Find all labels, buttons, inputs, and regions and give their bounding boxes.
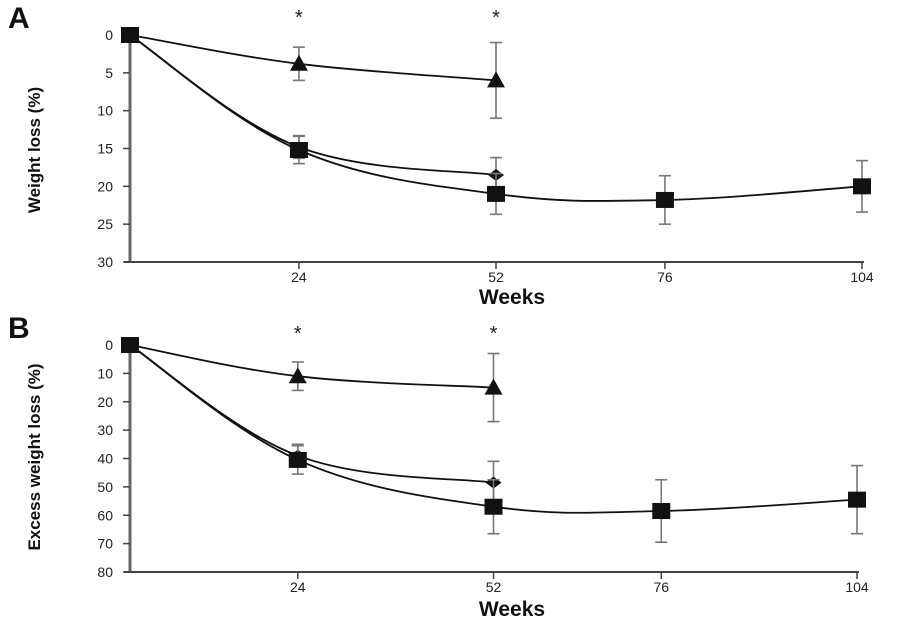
y-tick-label: 50: [97, 479, 113, 495]
y-tick-label: 0: [105, 27, 113, 43]
y-tick-label: 25: [97, 216, 113, 232]
series-diamond: [121, 27, 504, 194]
data-point-triangle: [487, 71, 505, 88]
annotations: * *: [294, 323, 498, 345]
y-tick-label: 20: [97, 394, 113, 410]
data-point-square: [484, 498, 503, 515]
data-point-square: [487, 185, 505, 202]
y-tick-label: 15: [97, 141, 113, 157]
data-point-square: [655, 191, 674, 208]
series-square: [121, 27, 871, 225]
series-triangle: [121, 337, 503, 423]
x-tick-label: 104: [845, 579, 869, 595]
data-point-triangle: [289, 54, 308, 71]
panel-b: B Excess weight loss (%) Weeks 0 10 20 30 40…: [8, 312, 869, 621]
y-axis-label: Weight loss (%): [25, 87, 44, 213]
data-point-square: [853, 178, 871, 195]
panel-a: A Weight loss (%) Weeks 0 5 10 15 20 25 30 24 52…: [8, 2, 874, 309]
data-point-triangle: [484, 378, 503, 395]
y-tick-label: 0: [105, 337, 113, 353]
significance-star: *: [490, 323, 498, 345]
data-point-triangle: [288, 367, 307, 384]
x-tick-label: 52: [486, 579, 502, 595]
panel-letter: B: [8, 312, 30, 345]
series-group: [121, 27, 871, 225]
x-axis-label: Weeks: [479, 598, 545, 621]
series-group: [121, 337, 866, 544]
data-point-square: [121, 27, 139, 43]
significance-star: *: [295, 7, 303, 29]
significance-star: *: [294, 323, 302, 345]
tick-labels: 0 10 20 30 40 50 60 70 80 24 52 76 104: [97, 337, 868, 595]
data-point-square: [652, 502, 671, 519]
x-tick-label: 24: [291, 269, 307, 285]
series-line: [129, 34, 497, 176]
series-line: [129, 344, 494, 484]
axes: [123, 343, 859, 579]
significance-star: *: [492, 7, 500, 29]
data-point-square: [289, 142, 308, 159]
y-tick-label: 30: [97, 422, 113, 438]
data-point-square: [121, 337, 139, 353]
series-line: [129, 34, 497, 82]
tick-labels: 0 5 10 15 20 25 30 24 52 76 104: [97, 27, 873, 285]
x-tick-label: 24: [290, 579, 306, 595]
axes: [123, 33, 864, 269]
y-tick-label: 10: [97, 365, 113, 381]
data-point-square: [288, 451, 307, 468]
series-line: [129, 344, 494, 389]
y-axis-label: Excess weight loss (%): [25, 363, 44, 550]
annotations: * *: [295, 7, 500, 29]
x-tick-label: 104: [850, 269, 874, 285]
y-tick-label: 10: [97, 103, 113, 119]
panel-letter: A: [8, 2, 30, 35]
y-tick-label: 60: [97, 507, 113, 523]
series-square: [121, 337, 866, 544]
series-diamond: [121, 337, 502, 505]
y-tick-label: 30: [97, 254, 113, 270]
y-tick-label: 40: [97, 451, 113, 467]
x-axis-label: Weeks: [479, 286, 545, 309]
x-tick-label: 76: [653, 579, 669, 595]
x-tick-label: 52: [488, 269, 504, 285]
y-tick-label: 20: [97, 178, 113, 194]
y-tick-label: 5: [105, 65, 113, 81]
y-tick-label: 70: [97, 536, 113, 552]
x-tick-label: 76: [657, 269, 673, 285]
data-point-square: [848, 491, 866, 508]
y-tick-label: 80: [97, 564, 113, 580]
